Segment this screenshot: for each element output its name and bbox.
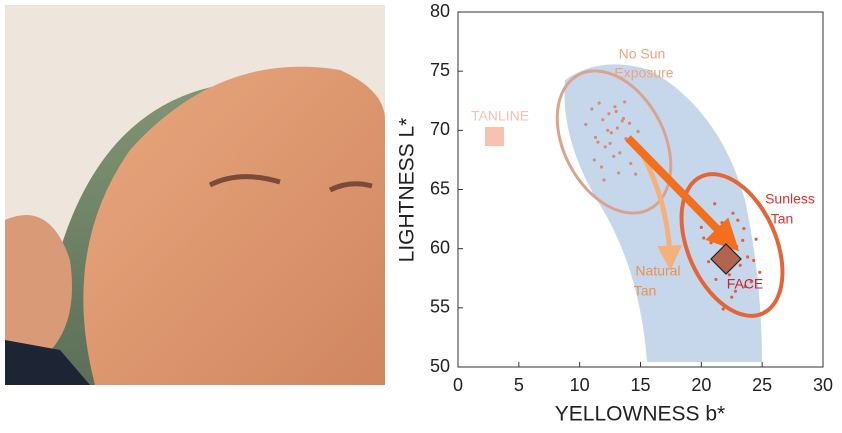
annotation: Exposure (614, 65, 673, 81)
data-point (592, 158, 596, 162)
data-point (741, 238, 745, 242)
x-tick-label: 20 (691, 375, 711, 395)
eye (208, 174, 281, 188)
data-point (636, 129, 640, 134)
data-point (727, 273, 731, 277)
x-tick-label: 0 (453, 375, 463, 395)
suit (5, 340, 90, 385)
data-point (709, 241, 713, 245)
data-point (603, 145, 607, 149)
face (83, 66, 385, 385)
x-tick-label: 5 (514, 375, 524, 395)
sunless-ellipse (679, 172, 785, 318)
data-point (617, 171, 621, 175)
data-point (742, 226, 746, 231)
x-axis-label: YELLOWNESS b* (555, 403, 725, 426)
data-point (749, 280, 753, 284)
data-point (601, 118, 605, 122)
data-point (634, 172, 638, 176)
face-marker (710, 243, 742, 275)
data-point (615, 126, 619, 130)
x-tick-label: 30 (813, 375, 833, 395)
data-point (629, 161, 633, 166)
annotation: FACE (727, 276, 764, 292)
data-point (731, 211, 735, 215)
data-point (736, 218, 740, 222)
data-point (738, 263, 742, 267)
y-tick-label: 50 (430, 356, 450, 376)
annotation: Natural (635, 263, 680, 279)
annotation: TANLINE (471, 108, 529, 124)
chart: YELLOWNESS b* LIGHTNESS L* (396, 11, 824, 426)
data-point (752, 258, 756, 263)
data-point (743, 284, 747, 289)
data-point (735, 244, 739, 248)
data-point (614, 109, 618, 113)
data-point (597, 101, 601, 105)
no-sun-ellipse (555, 69, 673, 215)
data-point (593, 135, 598, 140)
x-tick-label: 10 (570, 375, 590, 395)
eye (328, 181, 373, 193)
y-tick-label: 70 (430, 119, 450, 139)
data-point (623, 100, 627, 104)
x-tick-label: 15 (630, 375, 650, 395)
annotation: No Sun (619, 46, 666, 62)
x-tick-label: 25 (752, 375, 772, 395)
y-tick-label: 75 (430, 60, 450, 80)
data-point (721, 307, 725, 311)
data-point (599, 165, 604, 169)
data-point (621, 116, 626, 121)
data-point (707, 260, 711, 264)
sunless-tan-arrow (625, 135, 740, 252)
annotation: Tan (771, 211, 794, 227)
data-point (733, 289, 738, 293)
data-point (618, 151, 622, 155)
data-point (730, 295, 734, 299)
data-point (754, 237, 758, 241)
data-point (699, 225, 703, 229)
data-point (720, 221, 724, 225)
data-point (607, 112, 611, 116)
ear (5, 215, 72, 360)
y-tick-label: 60 (430, 237, 450, 257)
y-tick-label: 65 (430, 178, 450, 198)
data-point (608, 141, 612, 145)
data-point (714, 277, 718, 282)
tanline-marker (485, 127, 504, 146)
y-axis-label: LIGHTNESS L* (396, 118, 419, 263)
data-point (590, 107, 594, 111)
data-point (758, 270, 762, 274)
data-point (713, 202, 717, 206)
y-tick-label: 80 (430, 1, 450, 21)
data-point (606, 128, 610, 132)
data-point (627, 121, 632, 125)
annotation: Sunless (765, 191, 815, 207)
data-point (612, 154, 616, 158)
data-point (702, 236, 706, 240)
data-point (602, 178, 606, 182)
data-point (620, 119, 624, 123)
annotation: Tan (634, 283, 657, 299)
data-point (584, 122, 588, 127)
data-point (745, 255, 750, 259)
data-point (609, 131, 613, 135)
data-point (596, 140, 600, 144)
data-point (613, 105, 617, 109)
photo (5, 5, 385, 385)
y-tick-label: 55 (430, 297, 450, 317)
